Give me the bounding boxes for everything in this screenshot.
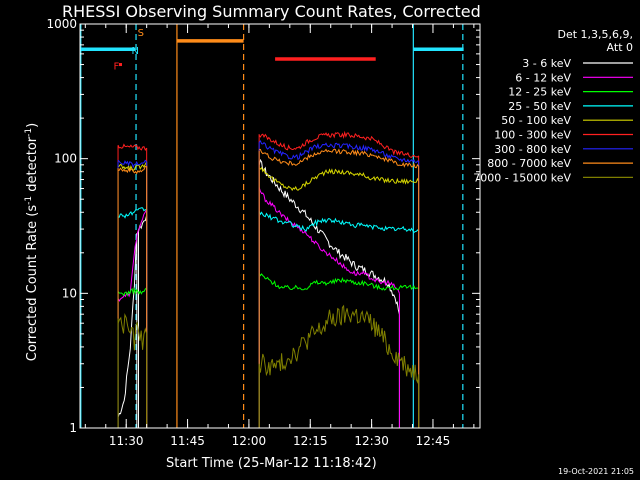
series-2-segment-0 <box>117 286 148 297</box>
y-tick-label: 10 <box>62 286 77 300</box>
series-5-segment-0 <box>117 143 148 152</box>
legend-header-line2: Att 0 <box>607 41 633 54</box>
flag-N-label: N <box>132 46 139 57</box>
series-8-segment-0 <box>117 313 148 351</box>
chart-title: RHESSI Observing Summary Count Rates, Co… <box>62 2 481 21</box>
y-tick-label: 1000 <box>46 17 77 31</box>
y-tick-label: 1 <box>69 421 77 435</box>
series-0-segment-0 <box>117 233 138 418</box>
legend-header-line1: Det 1,3,5,6,9, <box>557 28 633 41</box>
series-4-segment-1 <box>258 166 420 192</box>
legend-label-1: 6 - 12 keV <box>515 71 571 84</box>
legend-label-3: 25 - 50 keV <box>508 100 571 113</box>
legend-label-6: 300 - 800 keV <box>494 143 571 156</box>
series-1-segment-1 <box>258 187 400 294</box>
plot-frame <box>79 23 481 429</box>
timestamp: 19-Oct-2021 21:05 <box>558 467 634 476</box>
state-marker-F <box>118 63 122 67</box>
legend-label-7: 800 - 7000 keV <box>487 157 571 170</box>
y-axis-label: Corrected Count Rate (s-1 detector-1) <box>24 123 40 361</box>
series-7-segment-1 <box>259 148 420 169</box>
series-7-segment-0 <box>117 165 147 175</box>
axes: 1 10 100 1000 11:30 11:45 12:00 12:15 12:30 12:45 <box>46 17 481 448</box>
series-4-segment-0 <box>117 161 148 172</box>
x-tick-label: 12:30 <box>354 434 389 448</box>
series-3-segment-1 <box>258 210 420 234</box>
legend-label-4: 50 - 100 keV <box>501 114 571 127</box>
plot-area: F SN <box>80 24 464 428</box>
x-tick-label: 12:00 <box>232 434 267 448</box>
series-3-segment-0 <box>117 207 147 219</box>
legend-label-5: 100 - 300 keV <box>494 129 571 142</box>
series-8 <box>117 304 420 428</box>
x-axis-label: Start Time (25-Mar-12 11:18:42) <box>166 456 377 471</box>
plot-clip-group <box>80 24 464 428</box>
legend-label-2: 12 - 25 keV <box>508 86 571 99</box>
x-tick-label: 11:45 <box>170 434 205 448</box>
flag-S-label: S <box>138 28 144 39</box>
x-tick-label: 12:15 <box>293 434 328 448</box>
x-tick-label: 12:45 <box>416 434 451 448</box>
legend-label-8: 7000 - 15000 keV <box>473 171 571 184</box>
svg-text:Corrected Count Rate (s-1 dete: Corrected Count Rate (s-1 detector-1) <box>24 123 40 361</box>
flag-F-label: F <box>114 61 120 72</box>
legend-label-0: 3 - 6 keV <box>522 57 571 70</box>
x-tick-label: 11:30 <box>109 434 144 448</box>
y-tick-label: 100 <box>54 152 77 166</box>
series-8-segment-1 <box>258 304 420 384</box>
series-5-segment-1 <box>258 130 420 158</box>
series-6-segment-0 <box>117 159 148 169</box>
series-1-segment-0 <box>117 209 148 302</box>
series-2-segment-1 <box>258 273 419 291</box>
series-6-segment-1 <box>258 139 419 164</box>
